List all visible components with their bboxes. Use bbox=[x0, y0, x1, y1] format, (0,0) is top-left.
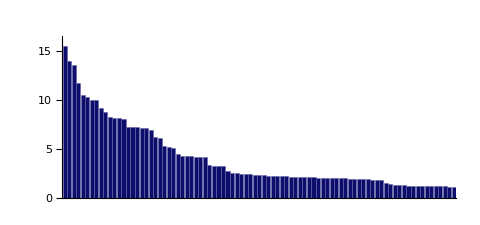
Bar bbox=[361, 179, 365, 198]
Bar bbox=[171, 148, 175, 198]
Bar bbox=[257, 176, 261, 198]
Bar bbox=[167, 147, 171, 198]
Bar bbox=[429, 186, 433, 198]
Bar bbox=[248, 174, 252, 198]
Bar bbox=[140, 128, 144, 198]
Bar bbox=[212, 166, 216, 198]
Bar bbox=[334, 178, 338, 198]
Bar bbox=[62, 46, 67, 198]
Bar bbox=[189, 156, 193, 198]
Bar bbox=[239, 174, 243, 198]
Bar bbox=[393, 185, 397, 198]
Bar bbox=[289, 177, 293, 198]
Bar bbox=[366, 179, 370, 198]
Bar bbox=[230, 173, 234, 198]
Bar bbox=[135, 127, 139, 198]
Bar bbox=[185, 156, 189, 198]
Bar bbox=[94, 100, 98, 198]
Bar bbox=[198, 157, 203, 198]
Bar bbox=[443, 186, 447, 198]
Bar bbox=[302, 177, 306, 198]
Bar bbox=[226, 171, 229, 198]
Bar bbox=[375, 180, 379, 198]
Bar bbox=[312, 177, 315, 198]
Bar bbox=[203, 157, 207, 198]
Bar bbox=[271, 176, 275, 198]
Bar bbox=[416, 186, 420, 198]
Bar bbox=[176, 154, 180, 198]
Bar bbox=[420, 186, 424, 198]
Bar bbox=[162, 146, 166, 198]
Bar bbox=[330, 178, 334, 198]
Bar bbox=[284, 176, 288, 198]
Bar bbox=[275, 176, 279, 198]
Bar bbox=[149, 130, 153, 198]
Bar bbox=[207, 165, 212, 198]
Bar bbox=[370, 180, 374, 198]
Bar bbox=[343, 178, 347, 198]
Bar bbox=[194, 157, 198, 198]
Bar bbox=[99, 108, 103, 198]
Bar bbox=[221, 166, 225, 198]
Bar bbox=[252, 176, 257, 198]
Bar bbox=[280, 176, 284, 198]
Bar bbox=[72, 65, 76, 198]
Bar bbox=[348, 179, 352, 198]
Bar bbox=[117, 119, 121, 198]
Bar bbox=[438, 186, 442, 198]
Bar bbox=[397, 185, 401, 198]
Bar bbox=[112, 119, 117, 198]
Bar bbox=[357, 179, 361, 198]
Bar bbox=[384, 183, 388, 198]
Bar bbox=[266, 176, 270, 198]
Bar bbox=[388, 184, 393, 198]
Bar bbox=[402, 185, 406, 198]
Bar bbox=[157, 138, 162, 198]
Bar bbox=[85, 97, 89, 198]
Bar bbox=[316, 178, 320, 198]
Bar bbox=[67, 61, 71, 198]
Bar bbox=[452, 187, 456, 198]
Bar bbox=[144, 128, 148, 198]
Bar bbox=[352, 179, 356, 198]
Bar bbox=[411, 186, 415, 198]
Bar bbox=[180, 156, 184, 198]
Bar bbox=[126, 127, 130, 198]
Bar bbox=[424, 186, 429, 198]
Bar bbox=[108, 117, 112, 198]
Bar bbox=[433, 186, 438, 198]
Bar bbox=[121, 119, 125, 198]
Bar bbox=[407, 186, 410, 198]
Bar bbox=[81, 95, 85, 198]
Bar bbox=[262, 176, 266, 198]
Bar bbox=[293, 177, 298, 198]
Bar bbox=[76, 83, 80, 198]
Bar bbox=[90, 100, 94, 198]
Bar bbox=[325, 178, 329, 198]
Bar bbox=[243, 174, 248, 198]
Bar bbox=[131, 127, 134, 198]
Bar bbox=[298, 177, 302, 198]
Bar bbox=[321, 178, 324, 198]
Bar bbox=[103, 112, 108, 198]
Bar bbox=[338, 178, 343, 198]
Bar bbox=[447, 187, 451, 198]
Bar bbox=[235, 173, 239, 198]
Bar bbox=[216, 166, 220, 198]
Bar bbox=[379, 180, 384, 198]
Bar bbox=[153, 137, 157, 198]
Bar bbox=[307, 177, 311, 198]
